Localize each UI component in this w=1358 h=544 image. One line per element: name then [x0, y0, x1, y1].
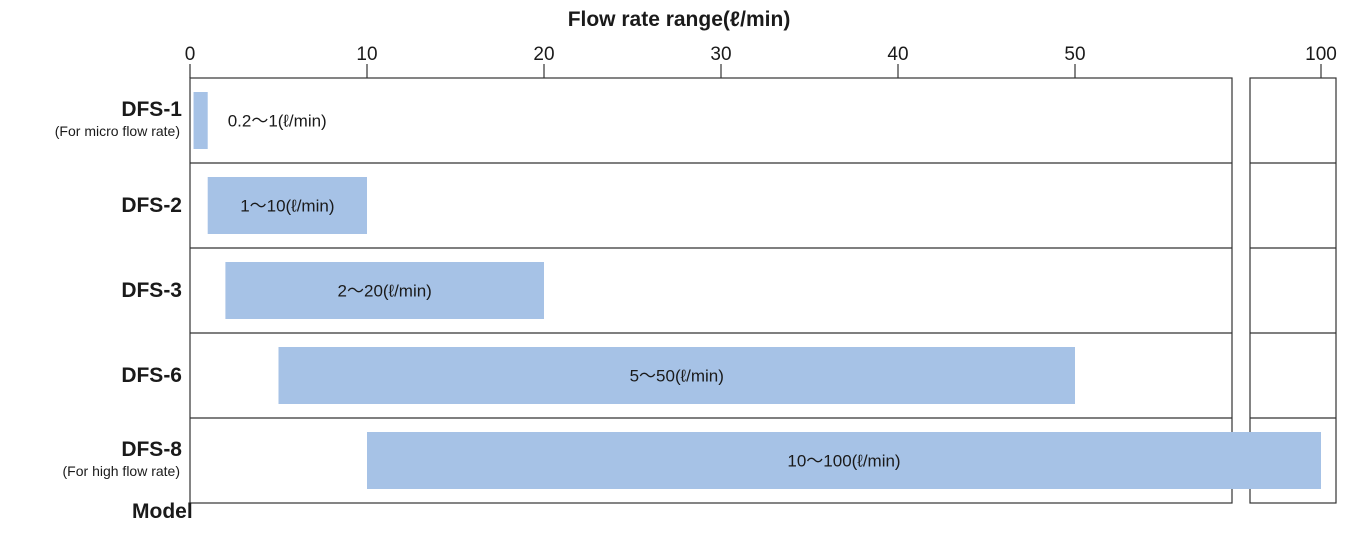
range-bar: [278, 347, 1075, 404]
range-bar: [193, 92, 208, 149]
model-name: DFS-6: [121, 363, 182, 387]
range-bar: [367, 432, 1321, 489]
axis-title: Flow rate range(ℓ/min): [567, 8, 791, 31]
plot-panel-high: [1249, 77, 1337, 504]
range-bar: [225, 262, 544, 319]
x-tick-label: 40: [887, 44, 908, 65]
bar-label: 10〜100(ℓ/min): [787, 452, 900, 471]
bar-label: 2〜20(ℓ/min): [338, 282, 432, 301]
bar-label: 0.2〜1(ℓ/min): [228, 112, 327, 131]
model-name: DFS-1: [121, 97, 182, 121]
x-tick-label: 10: [356, 44, 377, 65]
x-tick-label: 100: [1305, 44, 1337, 65]
model-name: DFS-8: [121, 437, 182, 461]
model-note: (For high flow rate): [62, 462, 180, 479]
model-name: DFS-2: [121, 193, 182, 217]
bar-label: 5〜50(ℓ/min): [630, 367, 724, 386]
range-bar: [207, 177, 367, 234]
x-tick-label: 30: [710, 44, 731, 65]
x-tick-label: 50: [1064, 44, 1085, 65]
x-tick-label: 20: [533, 44, 554, 65]
bar-label: 1〜10(ℓ/min): [240, 197, 334, 216]
y-axis-label: Model: [132, 500, 193, 523]
plot-panel-main: [189, 77, 1233, 504]
model-name: DFS-3: [121, 278, 182, 302]
x-tick-label: 0: [185, 44, 196, 65]
model-note: (For micro flow rate): [54, 122, 180, 139]
